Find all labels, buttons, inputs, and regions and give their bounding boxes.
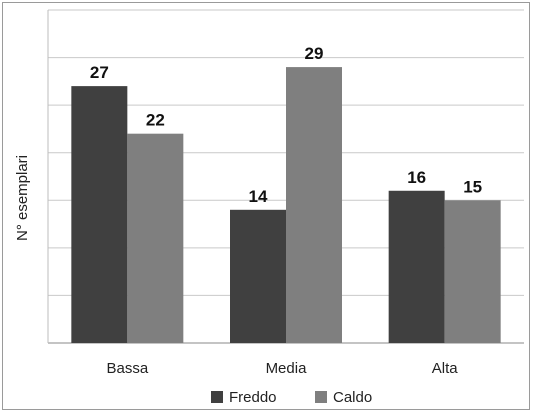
legend-label: Freddo xyxy=(229,389,277,406)
x-tick-label: Media xyxy=(266,360,308,377)
bar-caldo-bassa xyxy=(127,133,184,343)
bar-caldo-media xyxy=(286,67,342,343)
data-label: 15 xyxy=(463,177,482,196)
legend: Freddo Caldo xyxy=(211,389,372,406)
x-tick-label: Bassa xyxy=(106,360,148,377)
bars xyxy=(71,67,501,343)
data-label: 29 xyxy=(305,44,324,63)
x-tick-label: Alta xyxy=(432,360,459,377)
data-label: 16 xyxy=(407,168,426,187)
data-labels: 27 22 14 29 16 15 xyxy=(90,44,482,206)
bar-caldo-alta xyxy=(444,200,501,343)
x-tick-labels: Bassa Media Alta xyxy=(106,360,458,377)
bar-freddo-alta xyxy=(388,190,445,343)
data-label: 22 xyxy=(146,111,165,130)
legend-label: Caldo xyxy=(333,389,372,406)
legend-swatch xyxy=(211,391,223,403)
bar-freddo-bassa xyxy=(71,86,128,343)
bar-freddo-media xyxy=(230,209,286,343)
legend-swatch xyxy=(315,391,327,403)
y-axis-label: N° esemplari xyxy=(14,155,31,241)
data-label: 14 xyxy=(249,187,268,206)
data-label: 27 xyxy=(90,63,109,82)
